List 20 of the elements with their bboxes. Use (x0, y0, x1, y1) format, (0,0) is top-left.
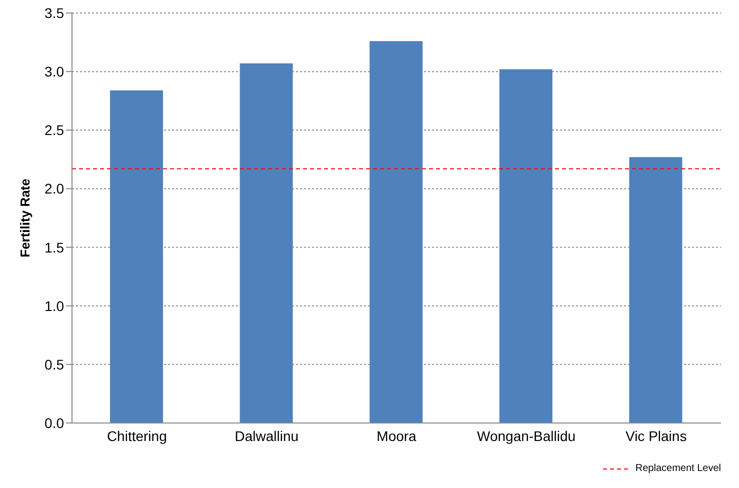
x-tick-label: Moora (376, 428, 417, 444)
bar (499, 69, 552, 423)
y-axis-title: Fertility Rate (18, 178, 33, 258)
y-tick-label: 0.5 (44, 356, 64, 372)
y-tick-label: 0.0 (44, 414, 64, 431)
y-tick-label: 2.5 (44, 122, 64, 138)
x-tick-label: Vic Plains (625, 428, 687, 444)
bar (629, 157, 682, 423)
y-tick-label: 1.5 (44, 239, 64, 256)
x-tick-label: Chittering (106, 428, 167, 444)
y-tick-label: 1.0 (44, 298, 64, 314)
bar (370, 41, 423, 423)
x-tick-label: Wongan-Ballidu (477, 428, 576, 444)
x-tick-label: Dalwallinu (234, 428, 299, 444)
bar (110, 90, 163, 423)
legend-label: Replacement Level (635, 463, 721, 474)
y-tick-label: 3.5 (44, 4, 64, 21)
y-tick-label: 2.0 (44, 180, 64, 197)
bar (240, 63, 293, 423)
y-tick-label: 3.0 (44, 64, 64, 80)
